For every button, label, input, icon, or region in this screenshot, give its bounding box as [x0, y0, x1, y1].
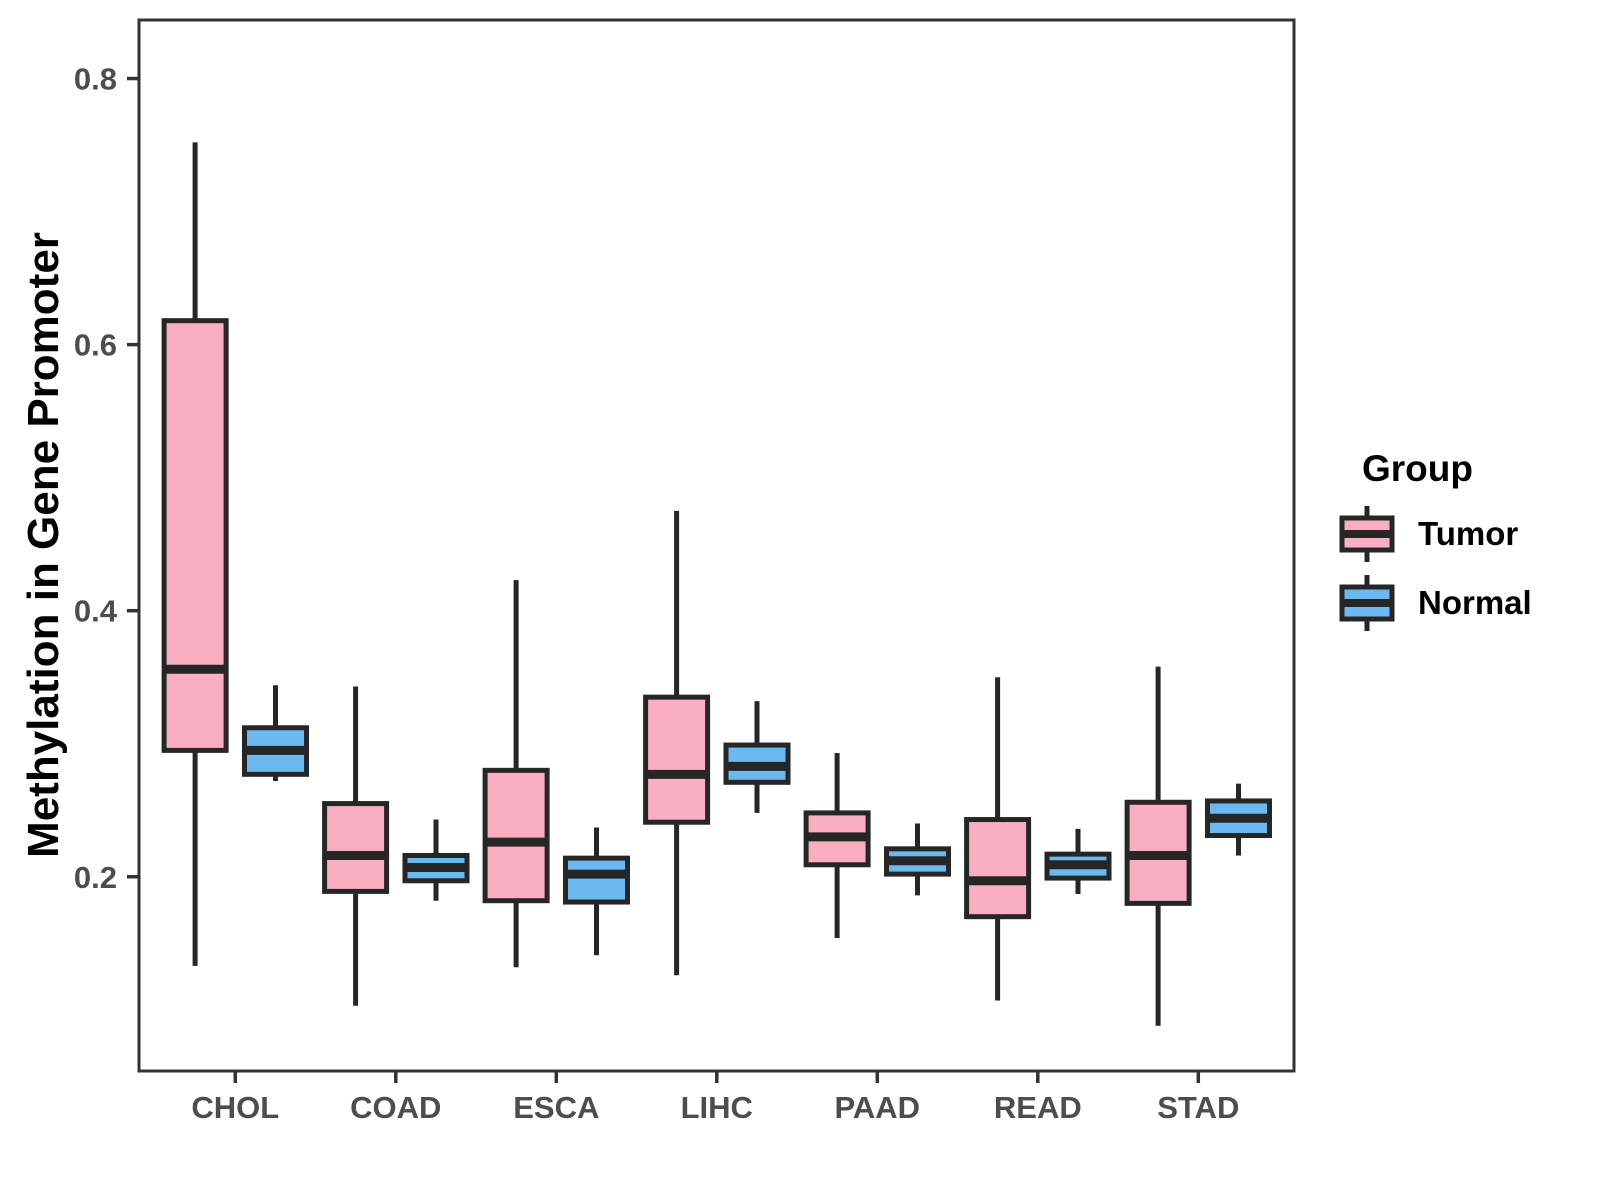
boxplot-read-tumor: [964, 677, 1032, 1001]
boxplot-lihc-normal: [723, 701, 791, 813]
boxplot-lihc-tumor: [643, 510, 711, 976]
x-tick-label-coad: COAD: [350, 1090, 441, 1125]
x-tick-label-esca: ESCA: [513, 1090, 599, 1125]
y-tick-label: 0.6: [74, 328, 117, 363]
legend: Group Tumor Normal: [1338, 448, 1532, 642]
tumor-boxplot-key-icon: [1339, 506, 1395, 562]
legend-entry-normal: Normal: [1338, 573, 1532, 633]
x-tick-label-read: READ: [994, 1090, 1082, 1125]
iqr-box: [482, 767, 550, 904]
y-tick-label: 0.8: [74, 62, 117, 97]
legend-entry-label: Normal: [1418, 584, 1532, 621]
y-tick-label: 0.4: [74, 594, 118, 629]
x-tick-label-paad: PAAD: [835, 1090, 921, 1125]
boxplot-esca-tumor: [482, 580, 550, 968]
boxplot-paad-normal: [884, 823, 951, 896]
legend-entry-tumor: Tumor: [1338, 504, 1532, 564]
iqr-box: [563, 855, 630, 905]
y-axis-title: Methylation in Gene Promoter: [19, 232, 68, 858]
boxplot-paad-tumor: [803, 753, 871, 938]
iqr-box: [643, 694, 711, 825]
boxplot-chol-tumor: [161, 142, 229, 966]
boxplot-coad-tumor: [322, 686, 390, 1006]
legend-title: Group: [1362, 448, 1473, 489]
iqr-box: [322, 801, 390, 894]
panel-border: [137, 18, 1296, 1073]
iqr-box: [161, 318, 229, 753]
iqr-box: [964, 817, 1032, 920]
boxplot-esca-normal: [563, 827, 630, 956]
y-tick-label: 0.2: [74, 860, 117, 895]
boxplot-read-normal: [1044, 828, 1112, 895]
x-tick-label-chol: CHOL: [191, 1090, 279, 1125]
legend-entry-label: Tumor: [1418, 515, 1519, 552]
x-tick-label-lihc: LIHC: [681, 1090, 753, 1125]
boxplot-stad-tumor: [1124, 666, 1192, 1026]
normal-boxplot-key-icon: [1339, 575, 1395, 631]
boxplot-chol-normal: [242, 685, 309, 781]
x-tick-label-stad: STAD: [1157, 1090, 1239, 1125]
boxplot-stad-normal: [1205, 783, 1272, 856]
boxplot-coad-normal: [402, 819, 470, 901]
